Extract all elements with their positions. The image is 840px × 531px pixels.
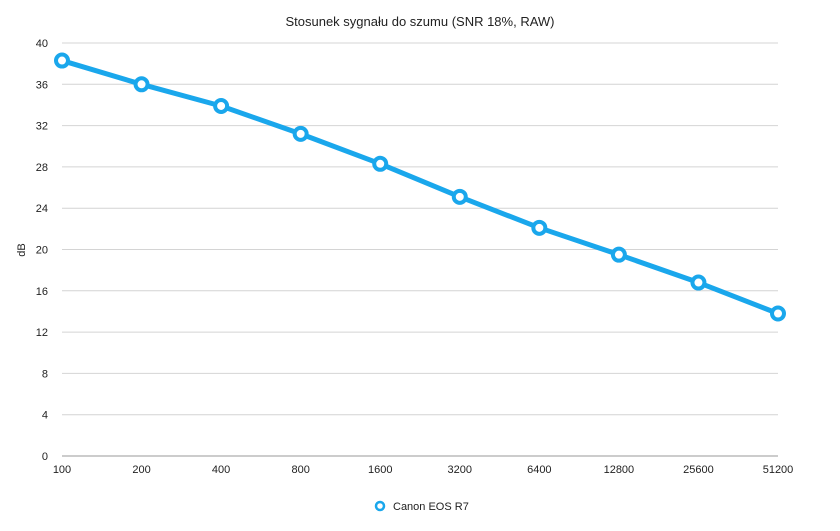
data-point-400 bbox=[213, 97, 230, 114]
x-tick-label-100: 100 bbox=[53, 464, 71, 476]
data-point-25600 bbox=[690, 274, 707, 291]
x-tick-label-6400: 6400 bbox=[527, 464, 551, 476]
y-axis-ticks: 0 4 8 12 16 20 24 28 32 36 40 bbox=[36, 38, 48, 463]
data-point-100 bbox=[54, 52, 70, 69]
data-point-51200 bbox=[770, 305, 786, 322]
data-point-6400 bbox=[531, 219, 548, 236]
series-line-0 bbox=[59, 58, 781, 317]
y-tick-label-40: 40 bbox=[36, 38, 48, 50]
grid-lines bbox=[62, 42, 778, 457]
legend-marker-icon bbox=[374, 500, 386, 512]
chart-title: Stosunek sygnału do szumu (SNR 18%, RAW) bbox=[285, 14, 554, 29]
x-tick-label-200: 200 bbox=[132, 464, 150, 476]
x-tick-label-800: 800 bbox=[291, 464, 309, 476]
x-tick-label-12800: 12800 bbox=[604, 464, 635, 476]
y-tick-label-0: 0 bbox=[42, 451, 48, 463]
y-tick-label-12: 12 bbox=[36, 327, 48, 339]
y-tick-label-36: 36 bbox=[36, 79, 48, 91]
y-tick-label-24: 24 bbox=[36, 203, 48, 215]
data-point-3200 bbox=[451, 188, 468, 205]
y-axis-title: dB bbox=[16, 243, 28, 256]
y-tick-label-32: 32 bbox=[36, 121, 48, 133]
data-point-1600 bbox=[372, 155, 389, 172]
data-point-12800 bbox=[610, 246, 627, 263]
x-tick-label-25600: 25600 bbox=[683, 464, 714, 476]
x-tick-label-51200: 51200 bbox=[763, 464, 794, 476]
data-point-200 bbox=[133, 76, 150, 93]
y-tick-label-20: 20 bbox=[36, 245, 48, 257]
data-point-800 bbox=[292, 125, 309, 142]
legend-label: Canon EOS R7 bbox=[393, 501, 469, 513]
y-tick-label-8: 8 bbox=[42, 368, 48, 380]
x-tick-label-1600: 1600 bbox=[368, 464, 392, 476]
y-tick-label-4: 4 bbox=[42, 410, 48, 422]
x-tick-label-3200: 3200 bbox=[448, 464, 472, 476]
x-tick-label-400: 400 bbox=[212, 464, 230, 476]
series-layer bbox=[54, 52, 786, 322]
legend: Canon EOS R7 bbox=[374, 500, 469, 513]
y-tick-label-28: 28 bbox=[36, 162, 48, 174]
y-tick-label-16: 16 bbox=[36, 286, 48, 298]
x-axis-ticks: 100 200 400 800 1600 3200 6400 12800 25600 51200 bbox=[53, 464, 793, 476]
